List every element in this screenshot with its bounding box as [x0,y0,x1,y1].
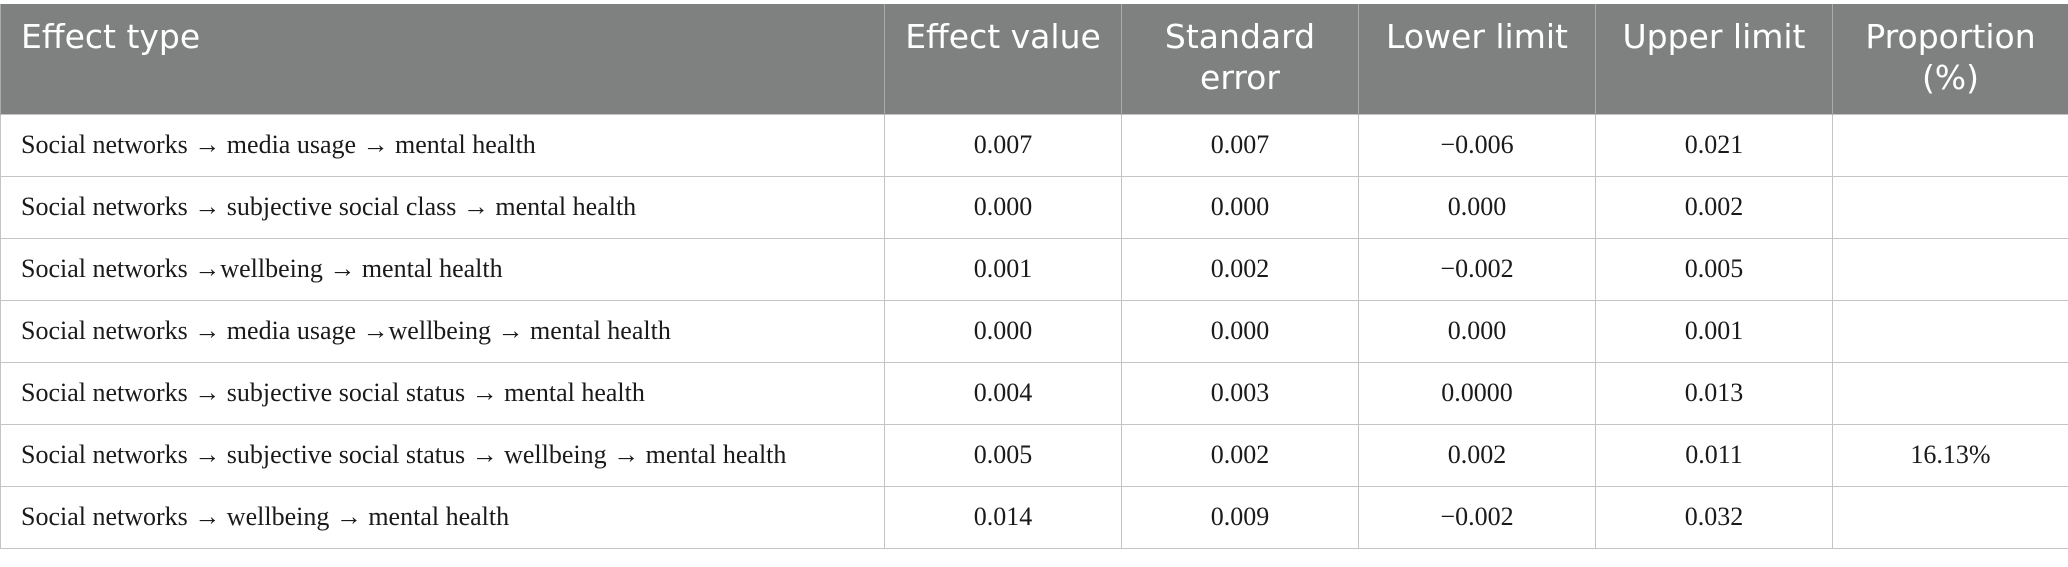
header-proportion: Proportion (%) [1832,4,2068,114]
cell-upper-limit: 0.002 [1595,175,1833,239]
cell-effect-value: 0.004 [884,361,1122,425]
cell-effect-value: 0.001 [884,237,1122,301]
cell-effect-type: Social networks → subjective social clas… [0,175,885,239]
cell-effect-value: 0.014 [884,485,1122,549]
cell-effect-type: Social networks → subjective social stat… [0,423,885,487]
cell-effect-type: Social networks → media usage →wellbeing… [0,299,885,363]
effects-table-container: Effect type Effect value Standard error … [0,4,2068,549]
table-row: Social networks → media usage → mental h… [0,113,2068,177]
cell-lower-limit: −0.002 [1358,485,1596,549]
cell-upper-limit: 0.005 [1595,237,1833,301]
cell-standard-error: 0.009 [1121,485,1359,549]
header-effect-value: Effect value [884,4,1122,114]
table-row: Social networks → media usage →wellbeing… [0,299,2068,363]
cell-standard-error: 0.002 [1121,423,1359,487]
table-row: Social networks → subjective social stat… [0,361,2068,425]
table-row: Social networks → subjective social stat… [0,423,2068,487]
table-body: Social networks → media usage → mental h… [0,113,2068,549]
cell-upper-limit: 0.001 [1595,299,1833,363]
header-lower-limit: Lower limit [1358,4,1596,114]
cell-effect-value: 0.000 [884,175,1122,239]
cell-effect-value: 0.000 [884,299,1122,363]
cell-effect-type: Social networks → wellbeing → mental hea… [0,485,885,549]
cell-effect-value: 0.007 [884,113,1122,177]
cell-upper-limit: 0.013 [1595,361,1833,425]
cell-proportion [1832,175,2068,239]
cell-lower-limit: −0.002 [1358,237,1596,301]
cell-proportion [1832,113,2068,177]
cell-effect-type: Social networks → subjective social stat… [0,361,885,425]
cell-lower-limit: −0.006 [1358,113,1596,177]
cell-upper-limit: 0.032 [1595,485,1833,549]
cell-proportion [1832,485,2068,549]
cell-effect-type: Social networks →wellbeing → mental heal… [0,237,885,301]
cell-upper-limit: 0.021 [1595,113,1833,177]
cell-effect-value: 0.005 [884,423,1122,487]
cell-proportion [1832,237,2068,301]
cell-proportion [1832,361,2068,425]
table-row: Social networks → subjective social clas… [0,175,2068,239]
cell-standard-error: 0.000 [1121,175,1359,239]
cell-lower-limit: 0.000 [1358,299,1596,363]
cell-effect-type: Social networks → media usage → mental h… [0,113,885,177]
cell-proportion [1832,299,2068,363]
header-row: Effect type Effect value Standard error … [0,4,2068,114]
cell-standard-error: 0.007 [1121,113,1359,177]
header-upper-limit: Upper limit [1595,4,1833,114]
cell-lower-limit: 0.000 [1358,175,1596,239]
cell-standard-error: 0.003 [1121,361,1359,425]
table-row: Social networks →wellbeing → mental heal… [0,237,2068,301]
mediation-effects-table: Effect type Effect value Standard error … [0,4,2068,549]
cell-standard-error: 0.002 [1121,237,1359,301]
header-effect-type: Effect type [0,4,885,114]
cell-upper-limit: 0.011 [1595,423,1833,487]
cell-standard-error: 0.000 [1121,299,1359,363]
table-header: Effect type Effect value Standard error … [0,4,2068,114]
table-row: Social networks → wellbeing → mental hea… [0,485,2068,549]
cell-lower-limit: 0.002 [1358,423,1596,487]
header-standard-error: Standard error [1121,4,1359,114]
cell-lower-limit: 0.0000 [1358,361,1596,425]
cell-proportion: 16.13% [1832,423,2068,487]
